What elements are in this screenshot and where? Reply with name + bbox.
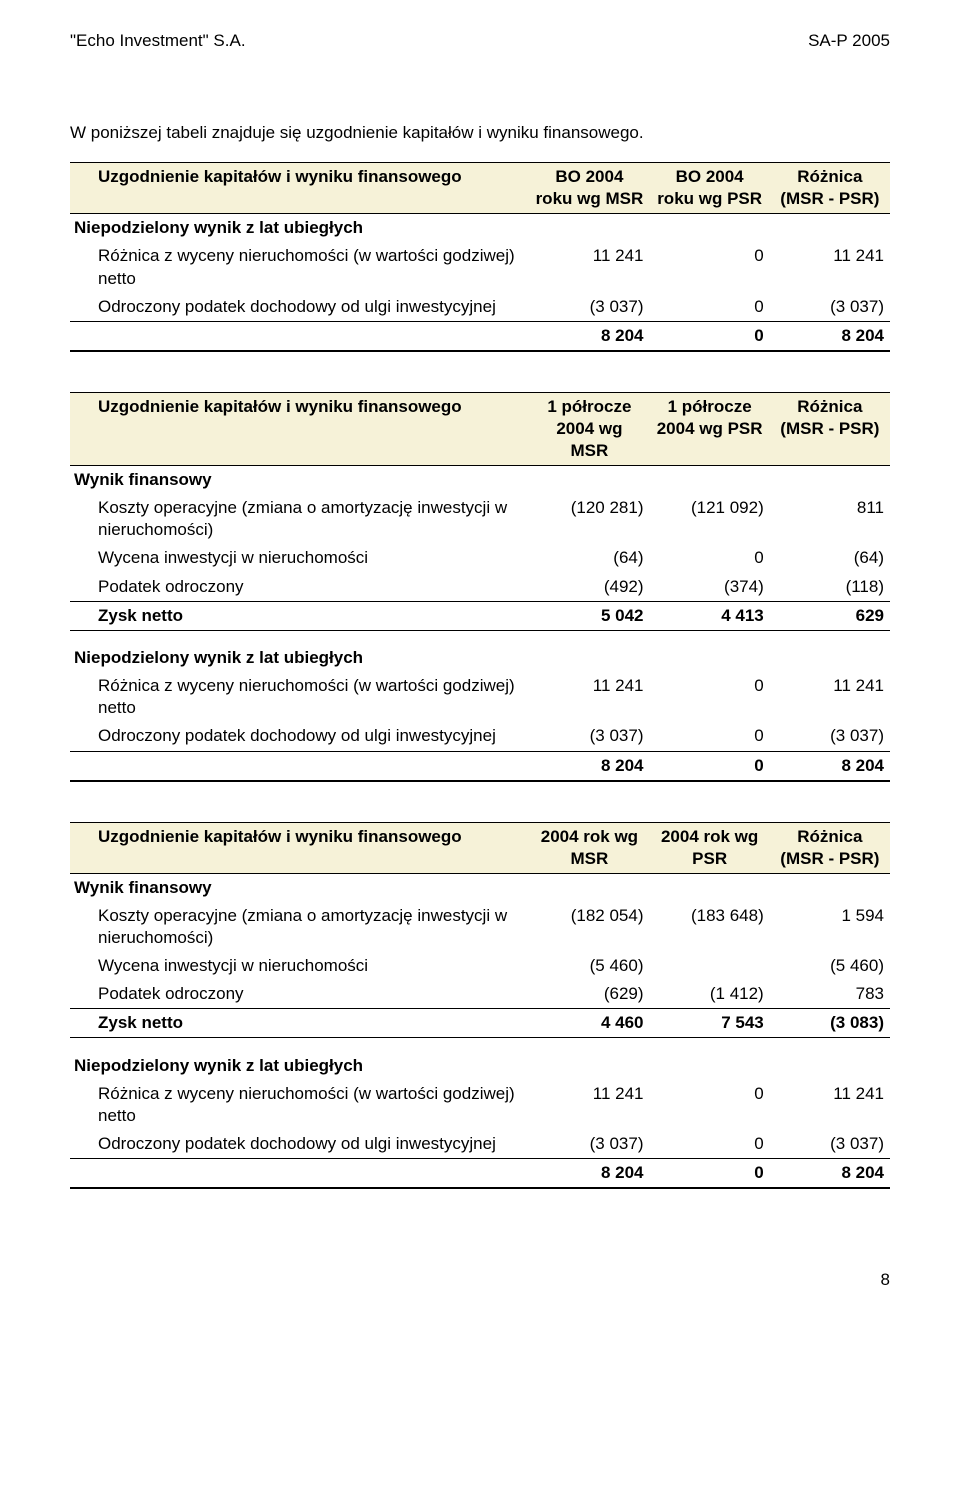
table-cell: 1 594 [770, 902, 890, 952]
table-row-label: Koszty operacyjne (zmiana o amortyzację … [70, 494, 529, 544]
table-cell: 11 241 [770, 1080, 890, 1130]
table-cell: (121 092) [650, 494, 770, 544]
table-row-label: Podatek odroczony [70, 980, 529, 1009]
table-row-label: Różnica z wyceny nieruchomości (w wartoś… [70, 672, 529, 722]
table-sum: 0 [650, 751, 770, 781]
table-1-title: Uzgodnienie kapitałów i wyniku finansowe… [70, 163, 529, 214]
table-cell: 0 [650, 722, 770, 751]
table-row-label: Różnica z wyceny nieruchomości (w wartoś… [70, 242, 529, 292]
table-cell: (3 037) [770, 722, 890, 751]
table-cell: (5 460) [770, 952, 890, 980]
spacer [70, 630, 890, 644]
table-row-label: Koszty operacyjne (zmiana o amortyzację … [70, 902, 529, 952]
table-cell: 783 [770, 980, 890, 1009]
table-row-label: Podatek odroczony [70, 573, 529, 602]
table-row-label: Odroczony podatek dochodowy od ulgi inwe… [70, 722, 529, 751]
table-sum: 8 204 [770, 321, 890, 351]
table-sum: 8 204 [529, 1159, 649, 1189]
table-sum: 8 204 [529, 751, 649, 781]
table-cell: 11 241 [770, 672, 890, 722]
table-row-label: Odroczony podatek dochodowy od ulgi inwe… [70, 293, 529, 322]
table-row-label: Zysk netto [70, 601, 529, 630]
table-cell: 0 [650, 1130, 770, 1159]
table-cell: (64) [770, 544, 890, 572]
table-1-section1: Niepodzielony wynik z lat ubiegłych [70, 214, 890, 243]
table-cell: (1 412) [650, 980, 770, 1009]
table-cell: (3 083) [770, 1009, 890, 1038]
table-cell: 4 413 [650, 601, 770, 630]
table-cell: (183 648) [650, 902, 770, 952]
table-cell: 7 543 [650, 1009, 770, 1038]
table-sum: 8 204 [529, 321, 649, 351]
report-code: SA-P 2005 [808, 30, 890, 52]
table-1-col1: BO 2004 roku wg MSR [529, 163, 649, 214]
table-cell: 0 [650, 242, 770, 292]
table-row-label: Wycena inwestycji w nieruchomości [70, 952, 529, 980]
table-1-col3: Różnica (MSR - PSR) [770, 163, 890, 214]
table-sum: 8 204 [770, 751, 890, 781]
table-cell: 4 460 [529, 1009, 649, 1038]
table-cell: 629 [770, 601, 890, 630]
table-cell: (5 460) [529, 952, 649, 980]
table-3-col1: 2004 rok wg MSR [529, 822, 649, 873]
table-3-sectionA: Wynik finansowy [70, 873, 890, 902]
table-cell: 11 241 [770, 242, 890, 292]
table-cell: 811 [770, 494, 890, 544]
document-header: "Echo Investment" S.A. SA-P 2005 [70, 30, 890, 52]
table-sum-label [70, 1159, 529, 1189]
table-cell: (3 037) [529, 293, 649, 322]
table-cell: (629) [529, 980, 649, 1009]
table-2-col1: 1 półrocze 2004 wg MSR [529, 392, 649, 465]
page-number: 8 [70, 1269, 890, 1291]
table-cell: 11 241 [529, 242, 649, 292]
table-3-col3: Różnica (MSR - PSR) [770, 822, 890, 873]
table-cell: 11 241 [529, 1080, 649, 1130]
table-sum-label [70, 751, 529, 781]
table-row-label: Wycena inwestycji w nieruchomości [70, 544, 529, 572]
table-3: Uzgodnienie kapitałów i wyniku finansowe… [70, 822, 890, 1190]
table-1-col2: BO 2004 roku wg PSR [650, 163, 770, 214]
table-cell: (3 037) [770, 293, 890, 322]
table-row-label: Odroczony podatek dochodowy od ulgi inwe… [70, 1130, 529, 1159]
spacer [70, 1038, 890, 1052]
table-row-label: Różnica z wyceny nieruchomości (w wartoś… [70, 1080, 529, 1130]
intro-text: W poniższej tabeli znajduje się uzgodnie… [70, 122, 890, 144]
table-2-sectionA: Wynik finansowy [70, 466, 890, 495]
table-cell: 11 241 [529, 672, 649, 722]
table-3-title: Uzgodnienie kapitałów i wyniku finansowe… [70, 822, 529, 873]
table-cell: (118) [770, 573, 890, 602]
table-cell: 5 042 [529, 601, 649, 630]
table-cell: 0 [650, 1080, 770, 1130]
table-cell: (182 054) [529, 902, 649, 952]
table-cell: (374) [650, 573, 770, 602]
page: "Echo Investment" S.A. SA-P 2005 W poniż… [0, 0, 960, 1331]
table-3-sectionB: Niepodzielony wynik z lat ubiegłych [70, 1052, 890, 1080]
table-cell: (492) [529, 573, 649, 602]
company-name: "Echo Investment" S.A. [70, 30, 246, 52]
table-cell: 0 [650, 672, 770, 722]
table-2-col3: Różnica (MSR - PSR) [770, 392, 890, 465]
table-cell: (3 037) [529, 722, 649, 751]
table-2: Uzgodnienie kapitałów i wyniku finansowe… [70, 392, 890, 782]
table-row-label: Zysk netto [70, 1009, 529, 1038]
table-cell: 0 [650, 293, 770, 322]
table-cell [650, 952, 770, 980]
table-2-title: Uzgodnienie kapitałów i wyniku finansowe… [70, 392, 529, 465]
table-sum: 0 [650, 321, 770, 351]
table-sum: 0 [650, 1159, 770, 1189]
table-cell: (3 037) [529, 1130, 649, 1159]
table-1: Uzgodnienie kapitałów i wyniku finansowe… [70, 162, 890, 352]
table-2-col2: 1 półrocze 2004 wg PSR [650, 392, 770, 465]
table-sum-label [70, 321, 529, 351]
table-cell: 0 [650, 544, 770, 572]
table-sum: 8 204 [770, 1159, 890, 1189]
table-cell: (120 281) [529, 494, 649, 544]
table-3-col2: 2004 rok wg PSR [650, 822, 770, 873]
table-2-sectionB: Niepodzielony wynik z lat ubiegłych [70, 644, 890, 672]
table-cell: (64) [529, 544, 649, 572]
table-cell: (3 037) [770, 1130, 890, 1159]
